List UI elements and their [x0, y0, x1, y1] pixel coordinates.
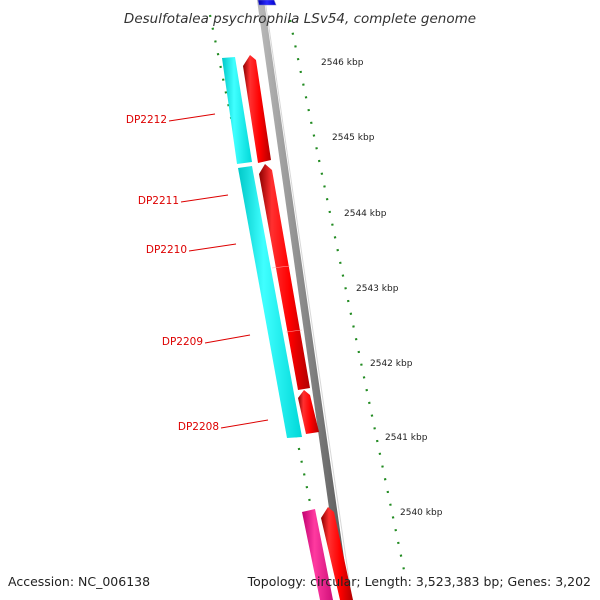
- gene-labels: DP2212 DP2211 DP2210 DP2209 DP2208: [126, 114, 219, 433]
- kbp-label-2544: 2544 kbp: [344, 209, 387, 219]
- genome-summary: Topology: circular; Length: 3,523,383 bp…: [247, 574, 591, 589]
- kbp-label-2541: 2541 kbp: [385, 433, 428, 443]
- forward-cds-bottom: [321, 507, 353, 600]
- top-feature: [257, 0, 277, 6]
- rna-feature: [302, 509, 333, 600]
- kbp-label-2546: 2546 kbp: [321, 58, 364, 68]
- gene-label-dp2210: DP2210: [146, 244, 187, 256]
- kbp-label-2545: 2545 kbp: [332, 133, 375, 143]
- kbp-labels: 2546 kbp 2545 kbp 2544 kbp 2543 kbp 2542…: [321, 58, 443, 518]
- forward-cds-dp2212: [243, 55, 271, 163]
- genome-backbone: [257, 0, 353, 600]
- map-footer: Accession: NC_006138 Topology: circular;…: [8, 574, 591, 589]
- kbp-label-2540: 2540 kbp: [400, 508, 443, 518]
- bottom-features: [302, 507, 353, 600]
- kbp-label-2542: 2542 kbp: [370, 359, 413, 369]
- gene-label-dp2212: DP2212: [126, 114, 167, 126]
- reverse-strand-genes: [222, 57, 302, 438]
- gene-label-dp2211: DP2211: [138, 195, 179, 207]
- inner-dotted-ruler: [288, 19, 407, 576]
- reverse-cds-dp2211: [238, 166, 302, 438]
- gene-label-dp2208: DP2208: [178, 421, 219, 433]
- reverse-cds-dp2212: [222, 57, 252, 164]
- accession-label: Accession: NC_006138: [8, 574, 150, 589]
- gene-label-leaders: [168, 113, 269, 429]
- gene-label-dp2209: DP2209: [162, 336, 203, 348]
- kbp-label-2543: 2543 kbp: [356, 284, 399, 294]
- forward-strand-genes: [243, 55, 319, 434]
- map-title: Desulfotalea psychrophila LSv54, complet…: [124, 11, 476, 27]
- forward-cds-dp2211: [259, 164, 310, 390]
- forward-cds-dp2208: [298, 390, 319, 434]
